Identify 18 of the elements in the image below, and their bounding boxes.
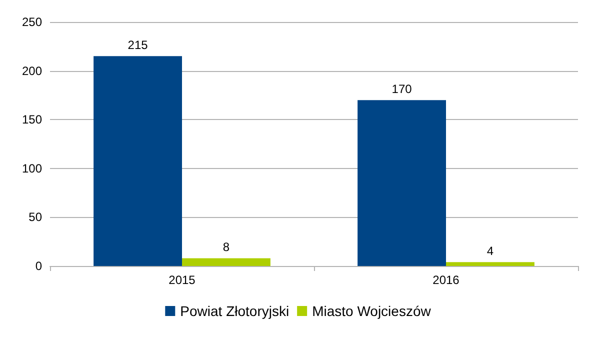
y-tick-label: 200 (22, 64, 42, 78)
y-tick-label: 50 (28, 210, 42, 224)
bar (358, 100, 446, 266)
legend-label: Miasto Wojcieszów (312, 303, 432, 319)
bar (446, 262, 534, 266)
y-tick-label: 150 (22, 112, 42, 127)
y-tick-label: 100 (22, 161, 42, 176)
y-tick-label: 0 (35, 259, 42, 273)
data-label: 170 (392, 82, 412, 96)
bar (94, 56, 182, 266)
y-tick-label: 250 (22, 15, 42, 29)
bar (182, 258, 270, 266)
data-label: 4 (486, 244, 494, 258)
data-label: 215 (128, 38, 148, 52)
x-tick-label: 2016 (432, 273, 460, 287)
data-label: 8 (222, 240, 230, 254)
x-tick-label: 2015 (168, 273, 196, 287)
legend-label: Powiat Złotoryjski (180, 303, 290, 319)
